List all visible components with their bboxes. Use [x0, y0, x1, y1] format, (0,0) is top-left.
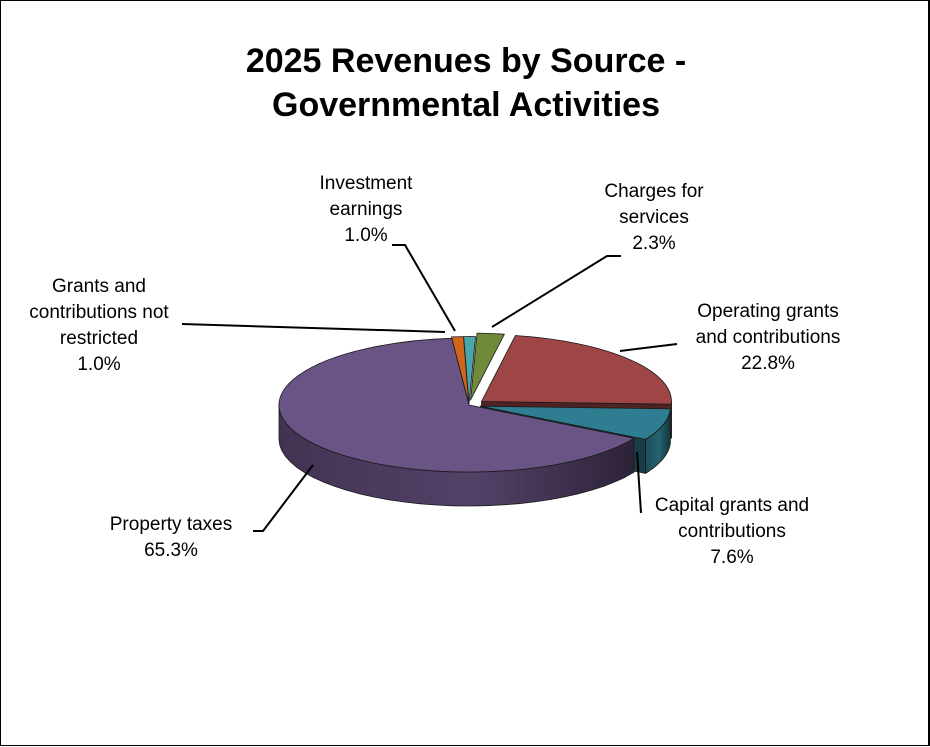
label-percent: 1.0%: [9, 352, 189, 378]
label-percent: 22.8%: [675, 351, 861, 377]
label-name-line: services: [584, 205, 724, 231]
label-name-line: Capital grants and: [637, 493, 827, 519]
leader-line-investment: [392, 245, 455, 331]
label-property-taxes: Property taxes 65.3%: [93, 512, 249, 564]
label-name-line: Operating grants: [675, 299, 861, 325]
label-percent: 1.0%: [293, 223, 439, 249]
label-percent: 7.6%: [637, 545, 827, 571]
pie-slice-operating: [482, 336, 672, 405]
label-grants-not-restricted: Grants and contributions not restricted …: [9, 274, 189, 378]
label-name-line: Charges for: [584, 179, 724, 205]
label-name-line: contributions: [637, 519, 827, 545]
label-capital-grants: Capital grants and contributions 7.6%: [637, 493, 827, 571]
leader-line-property: [253, 465, 313, 531]
label-name-line: and contributions: [675, 325, 861, 351]
label-name-line: Property taxes: [93, 512, 249, 538]
label-operating-grants: Operating grants and contributions 22.8%: [675, 299, 861, 377]
label-investment-earnings: Investment earnings 1.0%: [293, 171, 439, 249]
label-name-line: contributions not: [9, 300, 189, 326]
label-name-line: Grants and: [9, 274, 189, 300]
label-name-line: Investment: [293, 171, 439, 197]
label-name-line: restricted: [9, 326, 189, 352]
leader-line-operating: [620, 344, 677, 351]
leader-line-charges: [492, 256, 621, 327]
label-charges-for-services: Charges for services 2.3%: [584, 179, 724, 257]
leader-line-unrestricted: [182, 324, 445, 332]
label-percent: 65.3%: [93, 538, 249, 564]
label-percent: 2.3%: [584, 231, 724, 257]
label-name-line: earnings: [293, 197, 439, 223]
